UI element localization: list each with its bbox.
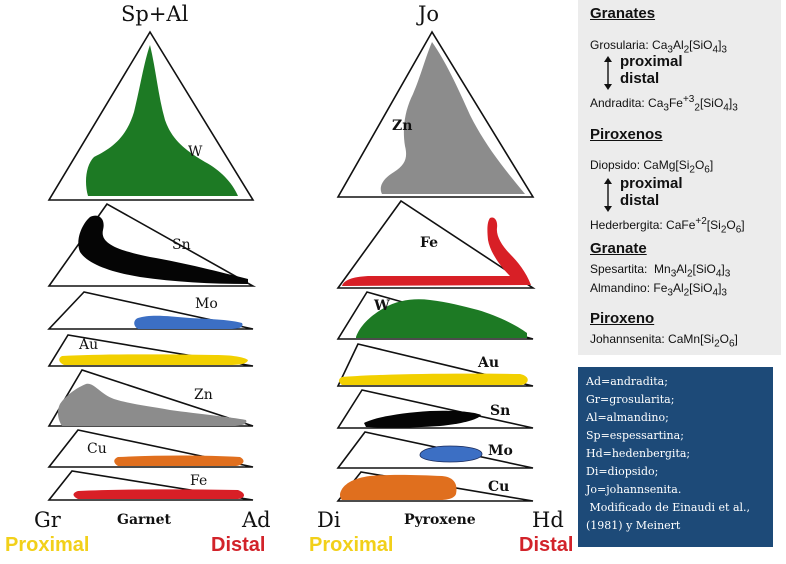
garnet-field-w <box>86 45 238 196</box>
pyroxene-field-cu <box>340 474 457 500</box>
label-garnet-mo: Mo <box>195 296 218 312</box>
label-garnet-zn: Zn <box>194 387 213 403</box>
garnet-field-mo <box>134 315 243 329</box>
andradita-formula: Andradita: Ca3Fe+32[SiO4]3 <box>590 94 738 114</box>
pyroxene-proximal-label: Proximal <box>309 534 394 556</box>
garnet-field-zn <box>57 383 247 426</box>
diopsido-formula: Diopsido: CaMg[Si2O6] <box>590 158 714 176</box>
legend-line: (1981) y Meinert <box>586 519 681 532</box>
label-pyroxene-au: Au <box>477 355 499 371</box>
hederbergita-formula: Hederbergita: CaFe+2[Si2O6] <box>590 216 745 236</box>
label-pyroxene-mo: Mo <box>488 443 513 459</box>
pyroxene-field-w <box>356 299 527 338</box>
label-garnet-fe: Fe <box>190 473 207 489</box>
label-garnet-au: Au <box>78 337 98 353</box>
johannsenita-formula: Johannsenita: CaMn[Si2O6] <box>590 332 738 350</box>
legend-line: Hd=hedenbergita; <box>586 447 691 460</box>
garnet-left-corner: Gr <box>34 508 61 532</box>
legend-line: Sp=espessartina; <box>586 429 684 442</box>
pyroxene-left-corner: Di <box>317 508 341 532</box>
pyroxene-field-mo <box>419 445 483 463</box>
pyroxene-fields <box>339 42 531 500</box>
granates-proximal: proximal <box>620 53 683 70</box>
label-pyroxene-cu: Cu <box>488 479 509 495</box>
piroxeno-heading: Piroxeno <box>590 310 655 327</box>
pyroxene-field-fe <box>342 217 531 286</box>
mineral-formulas-panel: Granates Grosularia: Ca3Al2[SiO4]3 proxi… <box>578 0 781 355</box>
pyroxene-field-au <box>339 373 528 385</box>
double-arrow-icon <box>604 178 612 212</box>
label-garnet-w: W <box>188 144 203 160</box>
garnet-distal-label: Distal <box>211 534 266 556</box>
pyroxene-field-sn <box>364 410 481 428</box>
label-pyroxene-fe: Fe <box>420 235 438 251</box>
garnet-right-corner: Ad <box>242 508 271 532</box>
pyroxene-element-labels: Zn Fe W Au Sn Mo Cu <box>373 118 513 495</box>
legend-line: Al=almandino; <box>586 411 669 424</box>
pyroxene-axis-name: Pyroxene <box>404 512 476 528</box>
pyroxene-slice-fe <box>336 199 536 289</box>
garnet-field-cu <box>114 455 244 466</box>
label-garnet-cu: Cu <box>87 441 107 457</box>
pyroxene-field-zn <box>380 42 525 194</box>
pyroxene-right-corner: Hd <box>532 508 564 532</box>
garnet-element-labels: W Sn Mo Au Zn Cu Fe <box>78 144 218 489</box>
piroxenos-heading: Piroxenos <box>590 126 663 143</box>
spesartita-formula: Spesartita: Mn3Al2[SiO4]3 <box>590 262 731 280</box>
grosularia-formula: Grosularia: Ca3Al2[SiO4]3 <box>590 38 727 56</box>
pyroxene-apex-label: Jo <box>418 2 440 26</box>
label-pyroxene-w: W <box>373 298 390 314</box>
garnet-proximal-label: Proximal <box>5 534 90 556</box>
garnet-field-sn <box>78 215 249 284</box>
label-pyroxene-zn: Zn <box>392 118 412 134</box>
double-arrow-icon <box>604 56 612 90</box>
legend-line: Jo=johannsenita. <box>586 483 682 496</box>
legend-line: Ad=andradita; <box>586 375 668 388</box>
garnet-field-au <box>59 354 248 365</box>
legend-line: Gr=grosularita; <box>586 393 675 406</box>
granates-heading: Granates <box>590 5 656 22</box>
legend-line: Modificado de Einaudi et al., <box>586 501 751 514</box>
granates-distal: distal <box>620 70 660 87</box>
label-garnet-sn: Sn <box>172 237 191 253</box>
label-pyroxene-sn: Sn <box>490 403 510 419</box>
legend-line: Di=diopsido; <box>586 465 659 478</box>
garnet-field-fe <box>73 489 244 499</box>
garnet-axis-name: Garnet <box>117 512 171 528</box>
abbreviation-legend: Ad=andradita; Gr=grosularita; Al=almandi… <box>578 367 773 547</box>
garnet-fields <box>57 45 249 499</box>
almandino-formula: Almandino: Fe3Al2[SiO4]3 <box>590 281 727 299</box>
pyroxene-distal-label: Distal <box>519 534 574 556</box>
piroxenos-proximal: proximal <box>620 175 683 192</box>
granate-heading: Granate <box>590 240 647 257</box>
piroxenos-distal: distal <box>620 192 660 209</box>
garnet-apex-label: Sp+Al <box>121 2 189 26</box>
